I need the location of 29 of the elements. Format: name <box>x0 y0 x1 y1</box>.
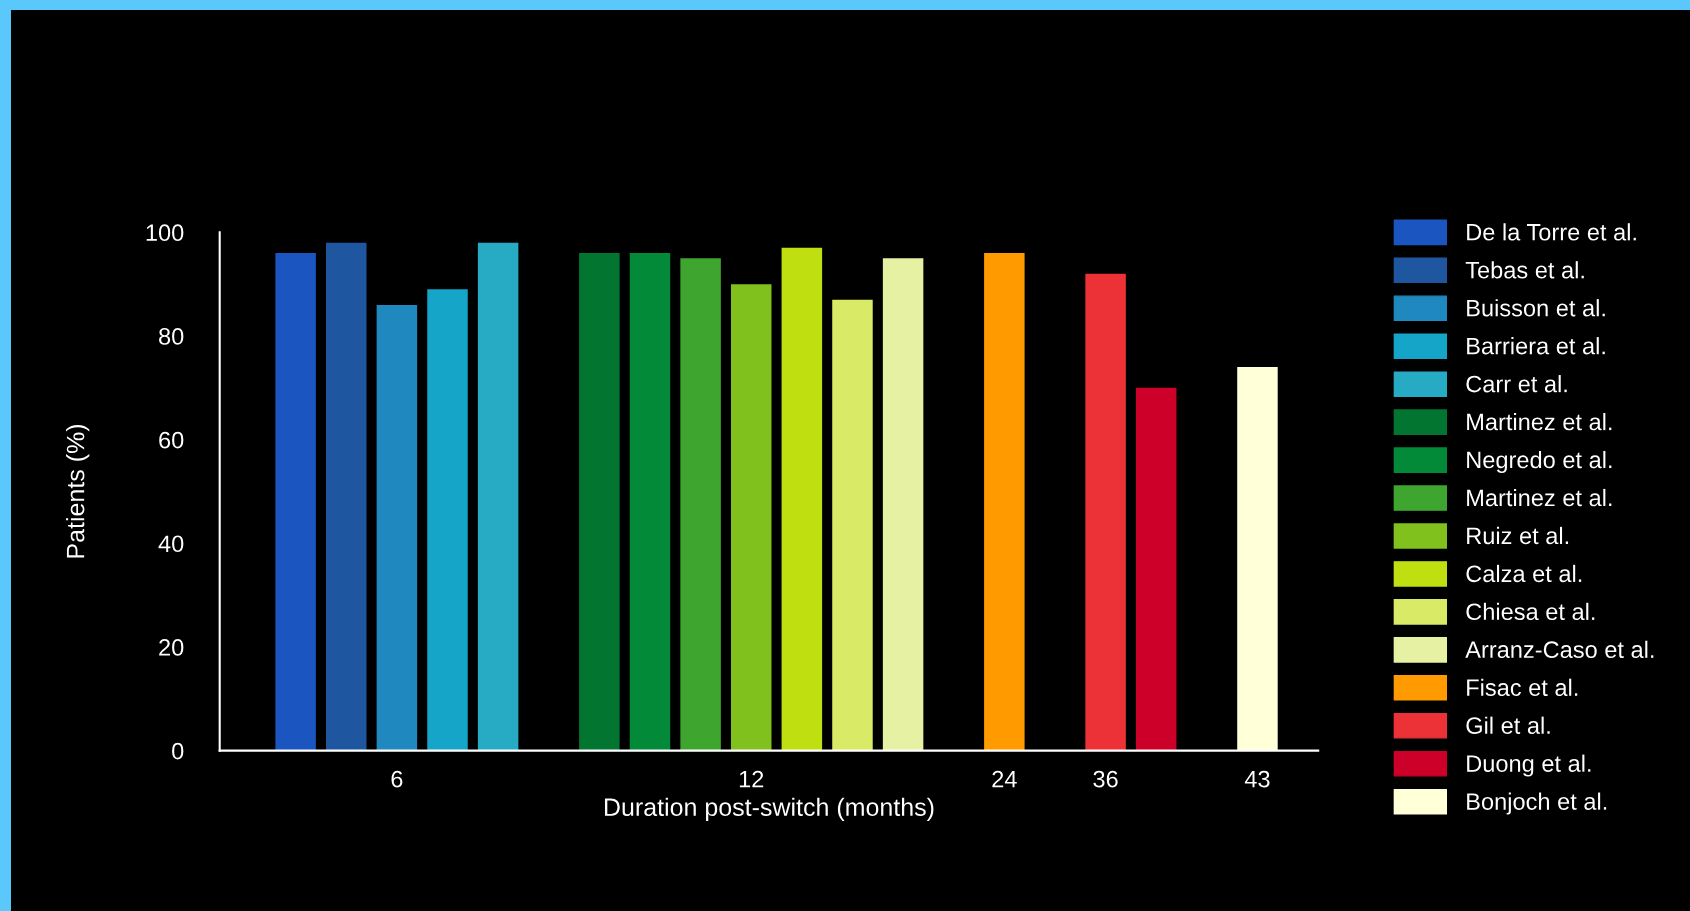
x-tick-label: 36 <box>1093 770 1118 788</box>
y-tick-label: 20 <box>159 639 184 656</box>
x-tick-label: 12 <box>739 770 764 788</box>
y-tick-label: 80 <box>159 328 184 345</box>
legend-label: Calza et al. <box>1466 564 1582 583</box>
x-tick-label: 24 <box>992 770 1017 788</box>
x-tick-label: 43 <box>1244 770 1270 788</box>
legend-label: Chiesa et al. <box>1466 602 1595 621</box>
legend-label: De la Torre et al. <box>1467 223 1636 241</box>
legend-label: Tebas et al. <box>1465 261 1584 279</box>
legend-label: Ruiz et al. <box>1467 526 1569 545</box>
legend-label: Negredo et al. <box>1467 450 1612 473</box>
legend-label: Duong et al. <box>1467 754 1591 777</box>
y-axis-title: Patients (%) <box>66 424 90 558</box>
legend-label: Arranz-Caso et al. <box>1465 640 1654 659</box>
x-tick-label: 6 <box>391 770 403 788</box>
legend-label: Carr et al. <box>1466 375 1567 393</box>
legend-label: Barriera et al. <box>1467 337 1605 355</box>
legend-label: Fisac et al. <box>1467 678 1578 697</box>
legend-label: Buisson et al. <box>1467 299 1605 317</box>
legend-label: Bonjoch et al. <box>1467 792 1607 815</box>
y-tick-label: 100 <box>146 224 184 242</box>
x-axis-title: Duration post-switch (months) <box>604 797 934 821</box>
y-tick-label: 0 <box>172 742 184 760</box>
legend-label: Martinez et al. <box>1467 488 1612 507</box>
legend-label: Gil et al. <box>1466 716 1550 734</box>
y-tick-label: 60 <box>159 431 184 449</box>
y-tick-label: 40 <box>158 535 184 553</box>
legend-label: Martinez et al. <box>1467 412 1612 431</box>
